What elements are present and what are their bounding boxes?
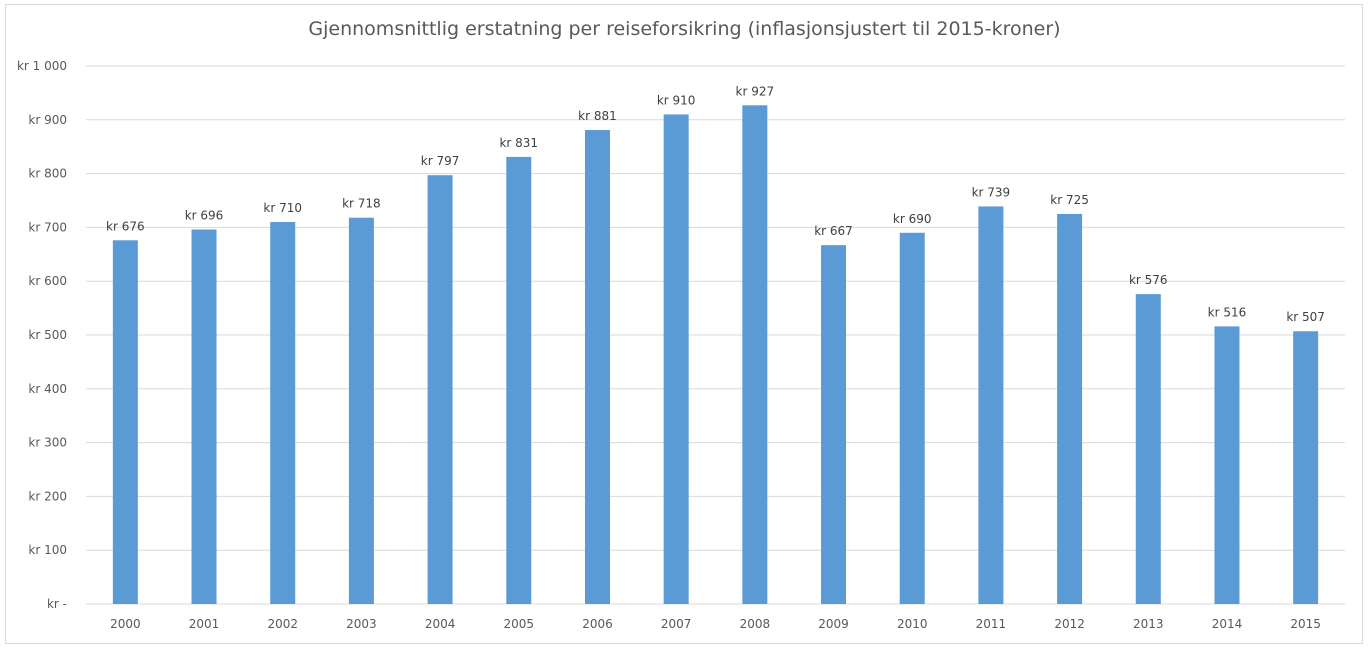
bar <box>191 229 217 604</box>
gridlines <box>86 65 1345 605</box>
x-tick-label: 2012 <box>1054 617 1085 631</box>
bar <box>821 245 847 605</box>
x-tick-label: 2014 <box>1212 617 1243 631</box>
data-label: kr 881 <box>578 109 617 123</box>
data-label: kr 690 <box>893 212 932 226</box>
bar <box>348 217 374 604</box>
data-label: kr 927 <box>736 84 775 98</box>
y-tick-label: kr 700 <box>28 220 67 234</box>
data-label: kr 676 <box>106 219 145 233</box>
data-label: kr 910 <box>657 93 696 107</box>
x-tick-label: 2002 <box>267 617 298 631</box>
y-tick-label: kr 500 <box>28 328 67 342</box>
data-label: kr 725 <box>1050 193 1089 207</box>
x-tick-label: 2015 <box>1290 617 1321 631</box>
y-tick-label: kr 200 <box>28 489 67 503</box>
bar <box>1135 294 1161 604</box>
bar <box>584 130 610 604</box>
data-label: kr 516 <box>1208 305 1247 319</box>
data-label: kr 739 <box>972 185 1011 199</box>
x-tick-label: 2000 <box>110 617 141 631</box>
bar <box>663 114 689 605</box>
x-tick-label: 2006 <box>582 617 613 631</box>
x-tick-label: 2003 <box>346 617 377 631</box>
bar <box>978 206 1004 604</box>
data-label: kr 710 <box>263 201 302 215</box>
x-tick-label: 2010 <box>897 617 928 631</box>
data-label: kr 667 <box>814 224 853 238</box>
data-label: kr 507 <box>1286 310 1325 324</box>
x-tick-label: 2011 <box>976 617 1007 631</box>
bar <box>270 222 296 604</box>
chart-title: Gjennomsnittlig erstatning per reisefors… <box>308 18 1061 40</box>
y-tick-label: kr 400 <box>28 382 67 396</box>
bar <box>427 175 453 605</box>
x-tick-label: 2007 <box>661 617 692 631</box>
y-tick-label: kr 900 <box>28 113 67 127</box>
x-tick-label: 2005 <box>504 617 535 631</box>
x-tick-label: 2008 <box>740 617 771 631</box>
bar <box>506 156 532 604</box>
x-tick-label: 2004 <box>425 617 456 631</box>
data-label: kr 797 <box>421 154 460 168</box>
data-label: kr 831 <box>499 136 538 150</box>
data-label: kr 576 <box>1129 273 1168 287</box>
bar <box>112 240 138 604</box>
data-labels: kr 676 kr 696 kr 710 kr 718 kr 797 kr 831 kr 8… <box>106 84 1325 324</box>
y-tick-label: kr 800 <box>28 167 67 181</box>
bar <box>742 105 768 605</box>
bar <box>899 232 925 604</box>
y-tick-label: kr - <box>47 597 67 611</box>
bar <box>1293 331 1319 604</box>
y-tick-label: kr 100 <box>28 543 67 557</box>
x-tick-label: 2013 <box>1133 617 1164 631</box>
data-label: kr 696 <box>185 209 224 223</box>
bars <box>112 105 1319 605</box>
bar <box>1214 326 1240 604</box>
x-tick-label: 2001 <box>189 617 220 631</box>
x-tick-label: 2009 <box>818 617 849 631</box>
bar <box>1057 213 1083 604</box>
y-axis-tick-labels: kr - kr 100 kr 200 kr 300 kr 400 kr 500 kr 600… <box>17 59 67 611</box>
data-label: kr 718 <box>342 197 381 211</box>
x-axis-tick-labels: 2000 2001 2002 2003 2004 2005 2006 2007 2008 2009… <box>110 617 1321 631</box>
y-tick-label: kr 300 <box>28 436 67 450</box>
y-tick-label: kr 1 000 <box>17 59 67 73</box>
y-tick-label: kr 600 <box>28 274 67 288</box>
